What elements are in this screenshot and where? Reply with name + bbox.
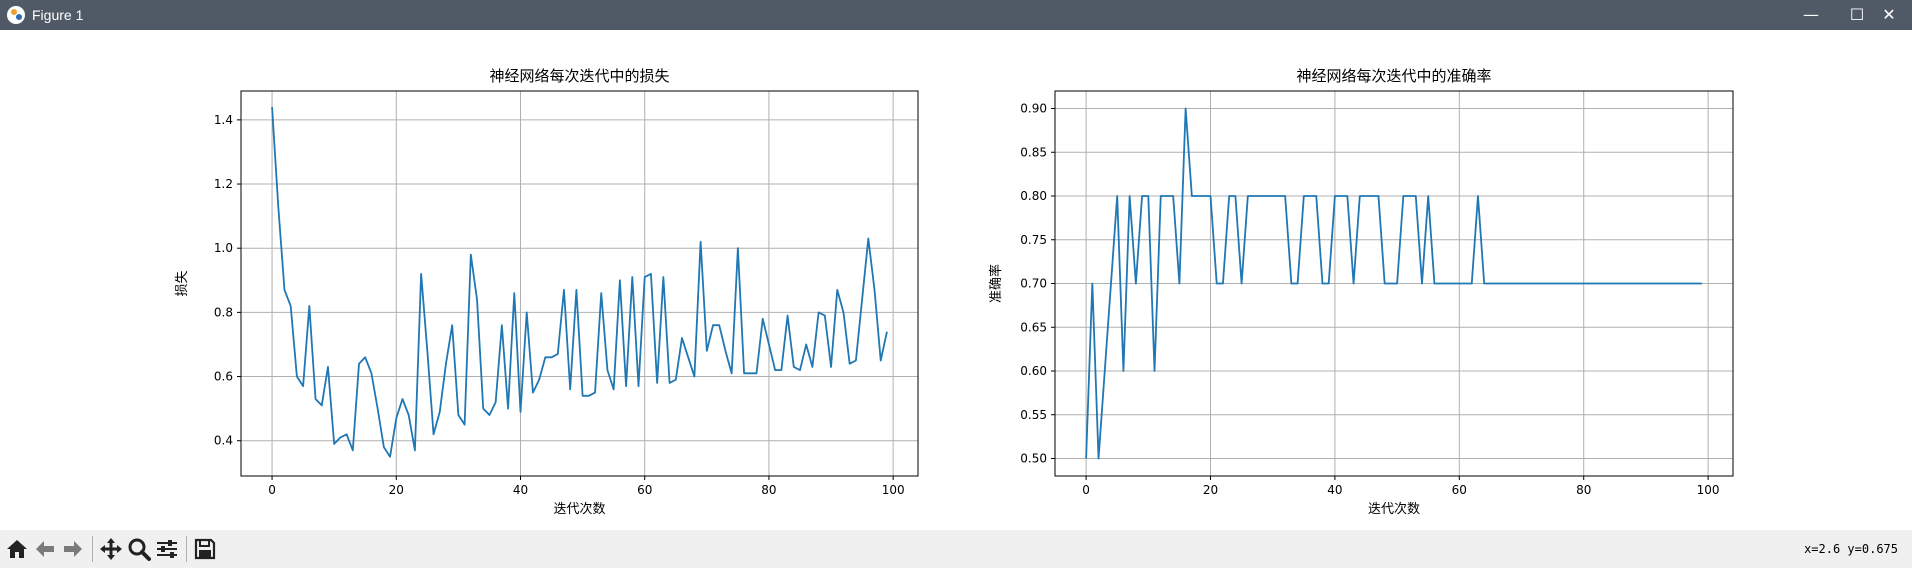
x-tick-label: 40 (513, 483, 528, 497)
x-tick-label: 20 (389, 483, 404, 497)
y-tick-label: 0.90 (1020, 102, 1047, 116)
y-tick-label: 1.2 (214, 177, 233, 191)
y-tick-label: 0.60 (1020, 364, 1047, 378)
figure-canvas[interactable]: 0 20 40 60 80 100 0.4 0.6 0.8 1.0 1.2 1.4 神经网络每次迭代中的… (0, 30, 1912, 530)
home-icon[interactable] (4, 536, 30, 562)
axes-frame (240, 90, 919, 477)
save-icon[interactable] (192, 536, 218, 562)
loss-chart: 0 20 40 60 80 100 0.4 0.6 0.8 1.0 1.2 1.4 神经网络每次迭代中的… (175, 67, 919, 517)
figure-svg: 0 20 40 60 80 100 0.4 0.6 0.8 1.0 1.2 1.4 神经网络每次迭代中的… (175, 67, 1734, 517)
toolbar-separator (92, 536, 93, 562)
cursor-coordinates: x=2.6 y=0.675 (1804, 542, 1898, 556)
y-tick-label: 0.70 (1020, 277, 1047, 291)
window-title: Figure 1 (32, 7, 84, 23)
accuracy-chart: 0 20 40 60 80 100 0.50 0.55 0.60 0.65 0.70 0.75 0.80… (988, 67, 1734, 517)
y-tick-label: 0.4 (214, 434, 233, 448)
y-tick-label: 0.85 (1020, 145, 1047, 159)
back-icon[interactable] (32, 536, 58, 562)
y-tick-label: 1.4 (214, 113, 233, 127)
y-tick-label: 0.55 (1020, 408, 1047, 422)
series-line (271, 106, 888, 458)
x-tick-label: 60 (1452, 483, 1467, 497)
toolbar-separator (186, 536, 187, 562)
matplotlib-logo-icon (7, 6, 25, 24)
minimize-button[interactable]: — (1803, 5, 1819, 24)
chart-title: 神经网络每次迭代中的损失 (489, 67, 669, 85)
x-tick-label: 80 (1576, 483, 1591, 497)
close-button[interactable]: ✕ (1882, 5, 1896, 24)
x-tick-label: 40 (1327, 483, 1342, 497)
y-tick-label: 0.6 (214, 370, 233, 384)
y-tick-label: 1.0 (214, 241, 233, 255)
forward-icon[interactable] (60, 536, 86, 562)
zoom-icon[interactable] (126, 536, 152, 562)
x-axis-label: 迭代次数 (1368, 501, 1420, 517)
x-axis-label: 迭代次数 (553, 501, 605, 517)
y-axis-label: 损失 (175, 270, 190, 296)
x-tick-label: 20 (1203, 483, 1218, 497)
y-tick-label: 0.80 (1020, 189, 1047, 203)
navigation-toolbar: x=2.6 y=0.675 (0, 530, 1912, 568)
series-line (1085, 107, 1702, 460)
pan-icon[interactable] (98, 536, 124, 562)
x-tick-label: 60 (637, 483, 652, 497)
chart-title: 神经网络每次迭代中的准确率 (1296, 67, 1491, 85)
y-axis-label: 准确率 (988, 264, 1004, 303)
y-tick-label: 0.75 (1020, 233, 1047, 247)
y-tick-label: 0.50 (1020, 452, 1047, 466)
y-tick-label: 0.8 (214, 305, 233, 319)
x-tick-label: 80 (761, 483, 776, 497)
x-tick-label: 100 (1697, 483, 1720, 497)
configure-subplots-icon[interactable] (154, 536, 180, 562)
y-tick-label: 0.65 (1020, 320, 1047, 334)
x-tick-label: 0 (268, 483, 276, 497)
maximize-button[interactable]: ☐ (1849, 5, 1865, 24)
x-tick-label: 100 (882, 483, 905, 497)
x-tick-label: 0 (1082, 483, 1090, 497)
window-titlebar: Figure 1 — ☐ ✕ (0, 0, 1912, 30)
